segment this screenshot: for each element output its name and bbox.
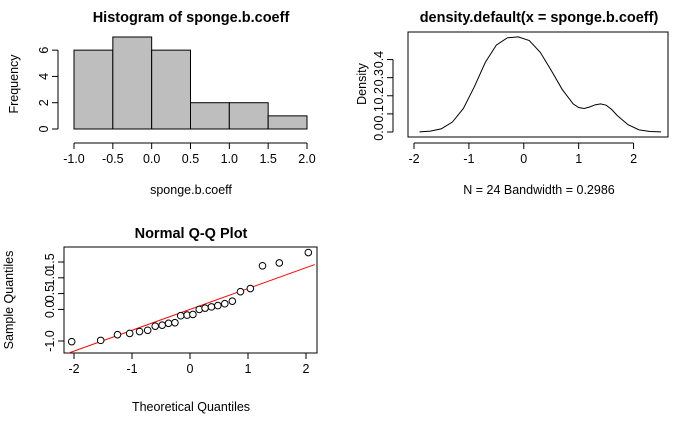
histogram-x-tick-label: -0.5 xyxy=(102,152,124,166)
qq-point xyxy=(151,322,159,330)
density-x-tick-label: -1 xyxy=(463,152,474,166)
qq-y-tick-label: -1.0 xyxy=(43,330,57,352)
qq-x-tick-label: 2 xyxy=(303,362,310,376)
histogram-y-tick-label: 4 xyxy=(37,73,51,80)
histogram-y-axis: 0 2 4 6 xyxy=(37,47,59,132)
qq-point xyxy=(189,310,197,319)
histogram-xlabel: sponge.b.coeff xyxy=(150,183,232,197)
density-x-tick-label: 1 xyxy=(575,152,582,166)
histogram-x-axis: -1.0 -0.5 0.0 0.5 1.0 1.5 2.0 xyxy=(63,142,316,166)
qq-point xyxy=(135,327,144,336)
density-title: density.default(x = sponge.b.coeff) xyxy=(420,10,659,26)
density-y-tick-label: 0.3 xyxy=(372,69,386,86)
histogram-bars xyxy=(73,36,308,130)
qq-x-axis: -2 -1 0 1 2 xyxy=(68,352,310,376)
qq-y-tick-label: 0.0 xyxy=(43,301,57,318)
density-x-tick-label: -2 xyxy=(408,152,419,166)
qq-y-tick-label: 0.5 xyxy=(43,285,57,302)
density-xlabel: N = 24 Bandwidth = 0.2986 xyxy=(463,183,615,197)
qq-x-tick-label: -1 xyxy=(126,362,137,376)
density-y-tick-label: 0.4 xyxy=(372,51,386,68)
qq-reference-line xyxy=(67,264,315,353)
histogram-bar xyxy=(228,102,269,130)
qq-point xyxy=(236,287,245,296)
qq-point xyxy=(158,321,166,330)
density-curve xyxy=(419,36,662,133)
histogram-panel: Histogram of sponge.b.coeff sponge.b.coe… xyxy=(7,10,316,197)
histogram-y-tick-label: 0 xyxy=(37,125,51,132)
qq-point xyxy=(258,261,267,270)
qq-point xyxy=(143,326,152,335)
qq-points xyxy=(67,248,313,346)
density-y-tick-label: 0.1 xyxy=(372,105,386,122)
qq-point xyxy=(214,301,222,310)
qq-title: Normal Q-Q Plot xyxy=(135,226,248,242)
histogram-bar xyxy=(73,49,114,130)
histogram-y-tick-label: 6 xyxy=(37,47,51,54)
qq-panel: Normal Q-Q Plot Theoretical Quantiles Sa… xyxy=(2,226,318,414)
density-x-axis: -2 -1 0 1 2 xyxy=(408,142,637,166)
qq-x-tick-label: 0 xyxy=(187,362,194,376)
qq-x-tick-label: -2 xyxy=(68,362,79,376)
histogram-bar xyxy=(112,36,153,130)
qq-point xyxy=(228,297,237,305)
qq-ylabel: Sample Quantiles xyxy=(2,251,16,350)
qq-point xyxy=(221,299,229,308)
density-y-tick-label: 0.0 xyxy=(372,123,386,140)
histogram-bar xyxy=(151,49,192,130)
qq-xlabel: Theoretical Quantiles xyxy=(132,400,250,414)
qq-x-tick-label: 1 xyxy=(245,362,252,376)
qq-y-tick-label: 1.5 xyxy=(43,253,57,270)
qq-point xyxy=(304,248,313,257)
qq-y-axis: -1.0 0.00.51.01.5 xyxy=(43,253,65,352)
density-x-tick-label: 2 xyxy=(630,152,637,166)
qq-point xyxy=(246,284,255,293)
histogram-y-tick-label: 2 xyxy=(37,99,51,106)
qq-point xyxy=(113,330,122,339)
qq-point xyxy=(176,311,185,320)
qq-point xyxy=(96,336,105,345)
histogram-x-tick-label: 1.5 xyxy=(259,152,276,166)
density-y-axis: 0.00.10.20.30.4 xyxy=(372,51,394,141)
histogram-x-tick-label: 0.0 xyxy=(143,152,160,166)
histogram-bar xyxy=(267,115,308,130)
qq-point xyxy=(171,318,179,327)
histogram-x-tick-label: 0.5 xyxy=(182,152,199,166)
histogram-x-tick-label: -1.0 xyxy=(63,152,85,166)
density-ylabel: Density xyxy=(355,62,369,104)
density-plot-box xyxy=(407,31,669,138)
qq-plot-area xyxy=(67,248,315,353)
qq-point xyxy=(164,319,173,328)
qq-point xyxy=(67,337,76,346)
qq-point xyxy=(275,259,284,267)
histogram-x-tick-label: 2.0 xyxy=(298,152,315,166)
histogram-bar xyxy=(190,102,230,130)
density-y-tick-label: 0.2 xyxy=(372,87,386,104)
density-panel: density.default(x = sponge.b.coeff) N = … xyxy=(355,10,669,197)
density-x-tick-label: 0 xyxy=(520,152,527,166)
histogram-title: Histogram of sponge.b.coeff xyxy=(93,10,290,26)
qq-point xyxy=(125,329,134,338)
qq-y-tick-label: 1.0 xyxy=(43,269,57,286)
qq-point xyxy=(201,304,209,312)
histogram-ylabel: Frequency xyxy=(7,54,21,114)
qq-point xyxy=(207,303,216,311)
histogram-x-tick-label: 1.0 xyxy=(221,152,238,166)
